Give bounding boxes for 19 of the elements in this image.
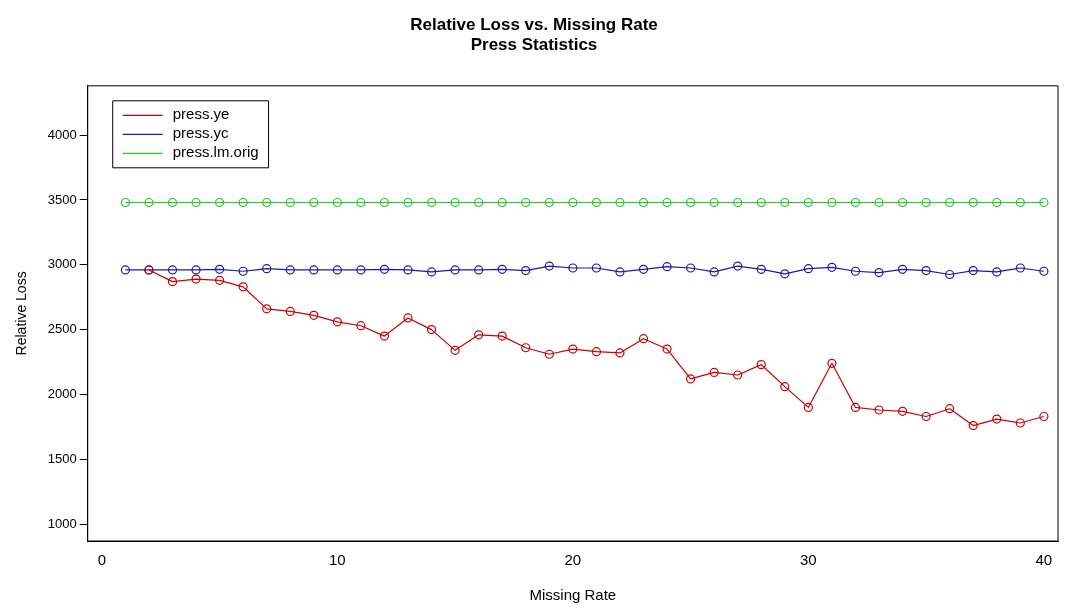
x-tick-label: 0 — [97, 551, 107, 569]
y-tick-label: 1500 — [47, 450, 77, 466]
y-tick-label: 3500 — [47, 191, 77, 207]
chart-title: Relative Loss vs. Missing Rate — [410, 14, 658, 34]
x-tick-label: 10 — [329, 551, 346, 569]
x-axis-title: Missing Rate — [529, 586, 617, 604]
y-tick-label: 2000 — [47, 386, 77, 402]
y-tick-label: 2500 — [47, 321, 77, 337]
x-tick-label: 20 — [564, 551, 582, 569]
legend-label: press.yc — [172, 124, 230, 142]
legend-label: press.ye — [172, 105, 230, 123]
legend-label: press.lm.orig — [172, 143, 259, 161]
y-tick-label: 3000 — [47, 256, 77, 272]
y-tick-label: 4000 — [47, 126, 77, 142]
chart-subtitle: Press Statistics — [470, 35, 598, 55]
x-tick-label: 40 — [1035, 551, 1053, 569]
y-tick-label: 1000 — [47, 515, 77, 531]
x-tick-label: 30 — [800, 551, 817, 569]
y-axis-title: Relative Loss — [13, 271, 30, 356]
